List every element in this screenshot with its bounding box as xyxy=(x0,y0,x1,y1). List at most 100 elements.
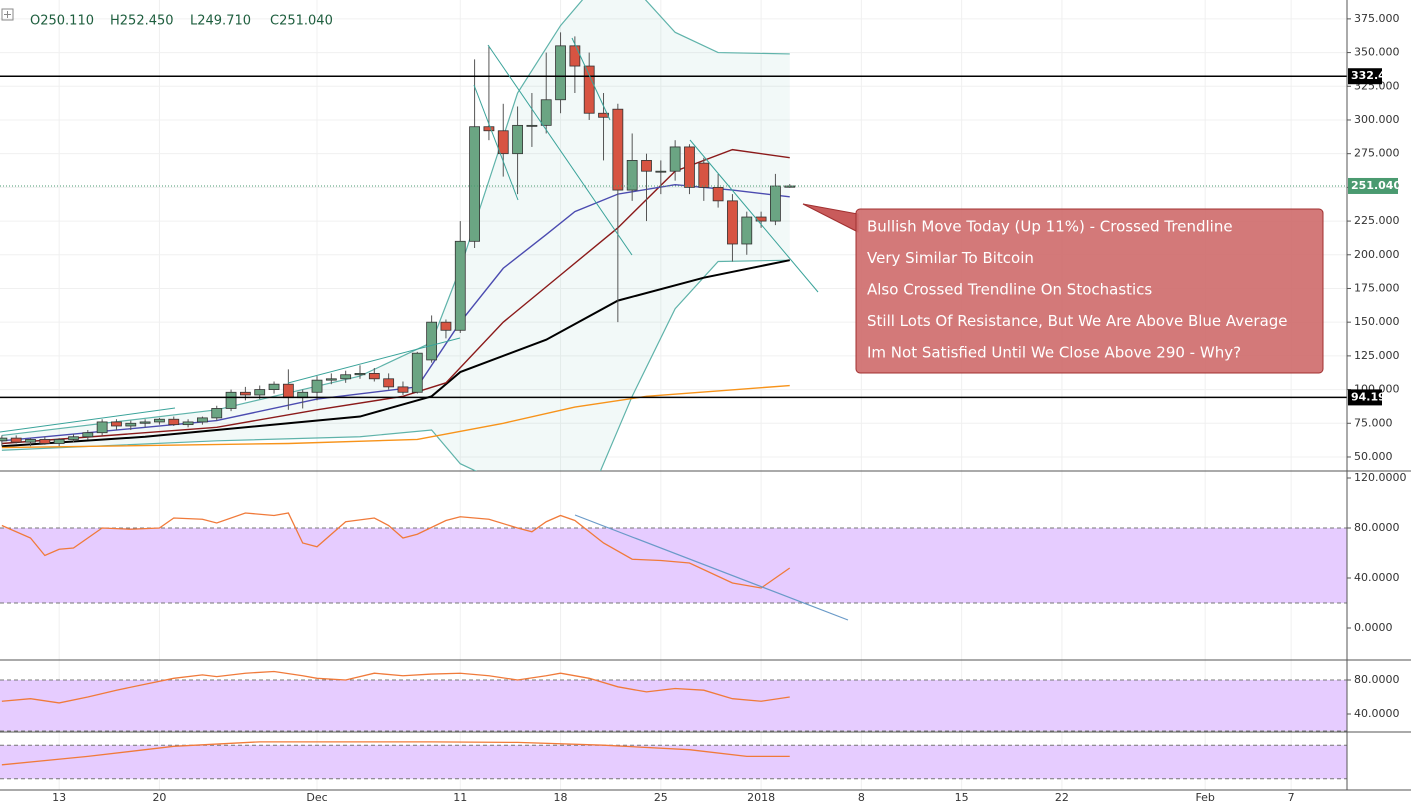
annotation-line: Bullish Move Today (Up 11%) - Crossed Tr… xyxy=(867,218,1233,236)
candle-body xyxy=(96,421,108,434)
moving-average xyxy=(1,259,790,448)
level-label-bg xyxy=(1348,68,1382,85)
stoch-trendline xyxy=(574,514,849,621)
header-icon xyxy=(1,8,14,21)
candle-body xyxy=(669,146,681,172)
price-plot xyxy=(0,0,796,471)
ohlc-value: C251.040 xyxy=(270,14,333,29)
x-tick-label: Feb xyxy=(1195,791,1214,804)
oscillator-line xyxy=(1,512,791,589)
band-fill xyxy=(0,680,1347,731)
candle-body xyxy=(569,45,581,67)
candle-body xyxy=(497,130,509,155)
candle-body xyxy=(454,240,466,331)
y-tick-label: 275.000 xyxy=(1354,147,1400,160)
annotation xyxy=(802,203,1324,374)
candle-body xyxy=(225,391,237,409)
y-tick-label: 150.000 xyxy=(1354,315,1400,328)
oscillator-line xyxy=(1,741,790,766)
y-tick-label: 0.0000 xyxy=(1354,621,1393,634)
level-label: 332.451 xyxy=(1351,69,1401,82)
candle-body xyxy=(239,391,251,396)
oscillator xyxy=(1,741,790,766)
x-tick-label: 13 xyxy=(52,791,66,804)
candle-body xyxy=(655,170,667,173)
candle-body xyxy=(197,417,208,423)
candle-body xyxy=(512,124,523,155)
x-tick-label: 11 xyxy=(453,791,467,804)
x-tick-label: 20 xyxy=(152,791,166,804)
candle-body xyxy=(0,437,8,442)
ohlc-value: H252.450 xyxy=(110,14,174,29)
candle-body xyxy=(411,352,423,393)
candle-body xyxy=(154,418,165,423)
candle-body xyxy=(125,422,137,427)
ohlc-value: L249.710 xyxy=(190,14,251,29)
moving-average xyxy=(1,384,790,449)
candle-body xyxy=(340,374,352,380)
y-tick-label: 300.000 xyxy=(1354,113,1400,126)
annotation-box xyxy=(855,208,1324,374)
oscillator-line xyxy=(1,670,790,704)
candle-body xyxy=(598,112,609,118)
candle-body xyxy=(540,99,552,126)
last-price-label: 251.040 xyxy=(1351,179,1401,192)
x-tick-label: 2018 xyxy=(747,791,775,804)
candle-body xyxy=(25,439,36,443)
candle-body xyxy=(368,373,380,380)
candle-body xyxy=(483,126,495,132)
candle-body xyxy=(440,321,452,331)
y-tick-label: 80.0000 xyxy=(1354,673,1400,686)
x-tick-label: 22 xyxy=(1055,791,1069,804)
candle-body xyxy=(770,185,781,222)
candle-body xyxy=(211,408,223,419)
candle-body xyxy=(53,439,65,444)
annotation-line: Also Crossed Trendline On Stochastics xyxy=(867,281,1152,299)
x-tick-label: 25 xyxy=(654,791,668,804)
trendlines xyxy=(0,37,819,433)
band-line xyxy=(1,0,790,437)
annotation-line: Im Not Satisfied Until We Close Above 29… xyxy=(867,344,1241,362)
band-line xyxy=(1,259,790,471)
last-price-bg xyxy=(1348,177,1398,194)
candle-body xyxy=(583,65,595,114)
candle-body xyxy=(182,421,194,426)
x-tick-label: 7 xyxy=(1288,791,1295,804)
band-fill xyxy=(0,528,1347,603)
band-area xyxy=(1,0,790,471)
candle-body xyxy=(82,432,94,438)
candle-body xyxy=(397,386,409,393)
y-tick-label: 175.000 xyxy=(1354,281,1400,294)
candle-body xyxy=(741,216,753,245)
band-fill xyxy=(0,745,1347,779)
candle-body xyxy=(712,186,724,202)
x-tick-label: 18 xyxy=(554,791,568,804)
candle-body xyxy=(282,383,294,399)
y-tick-label: 80.0000 xyxy=(1354,521,1400,534)
oscillator xyxy=(1,670,790,704)
y-tick-label: 200.000 xyxy=(1354,248,1400,261)
plot xyxy=(0,0,1411,791)
y-tick-label: 40.0000 xyxy=(1354,571,1400,584)
y-tick-label: 50.000 xyxy=(1354,450,1393,463)
y-tick-label: 75.000 xyxy=(1354,416,1393,429)
candle-body xyxy=(383,378,395,388)
candle-body xyxy=(698,162,710,188)
candle-body xyxy=(641,160,652,172)
candle-body xyxy=(39,439,51,444)
candle-body xyxy=(526,124,538,127)
candle-body xyxy=(111,421,122,427)
candle-body xyxy=(684,146,695,188)
candle-body xyxy=(254,389,266,396)
y-tick-label: 40.0000 xyxy=(1354,707,1400,720)
candle-body xyxy=(354,373,366,376)
candle-body xyxy=(555,45,566,101)
x-tick-label: 8 xyxy=(858,791,865,804)
candle-body xyxy=(10,437,22,443)
y-tick-label: 350.000 xyxy=(1354,46,1400,59)
y-tick-label: 120.0000 xyxy=(1354,471,1407,484)
candle-body xyxy=(426,321,438,361)
x-tick-label: 15 xyxy=(955,791,969,804)
oscillator xyxy=(1,512,791,589)
candle-body xyxy=(139,421,151,424)
